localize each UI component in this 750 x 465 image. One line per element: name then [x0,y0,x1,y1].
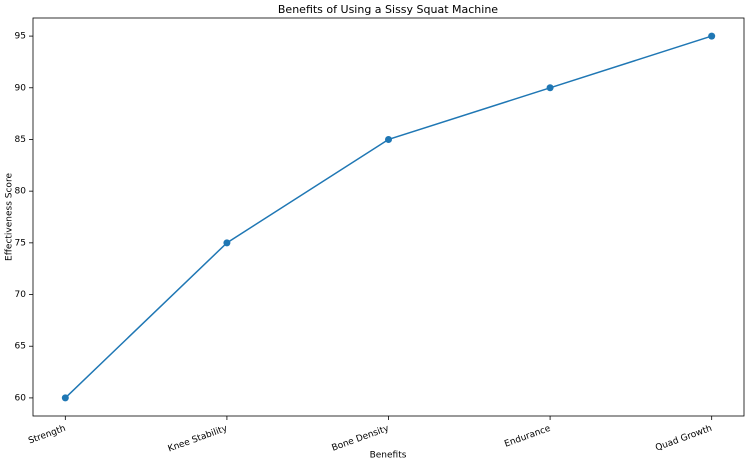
y-tick-label: 75 [15,238,26,248]
x-tick-label: Bone Density [331,424,391,454]
y-tick-label: 95 [15,32,26,42]
data-line [64,35,712,399]
y-tick-label: 90 [15,83,27,93]
y-tick-label: 60 [15,393,27,403]
data-point [61,394,69,402]
x-tick-label: Quad Growth [654,424,713,454]
data-point [385,135,392,143]
plot-frame [32,17,745,417]
y-tick-label: 65 [15,342,26,352]
y-tick-label: 80 [15,187,27,197]
x-tick-label: Knee Stability [167,424,230,455]
x-tick-label: Endurance [503,424,552,450]
y-axis-label: Effectiveness Score [5,173,15,261]
data-point [223,239,231,247]
y-tick-label: 85 [15,135,26,145]
x-axis-label: Benefits [370,451,407,461]
data-point [708,32,716,40]
chart-title: Benefits of Using a Sissy Squat Machine [278,3,498,16]
data-point [546,84,554,92]
y-tick-label: 70 [15,290,27,300]
x-tick-label: Strength [27,424,67,447]
